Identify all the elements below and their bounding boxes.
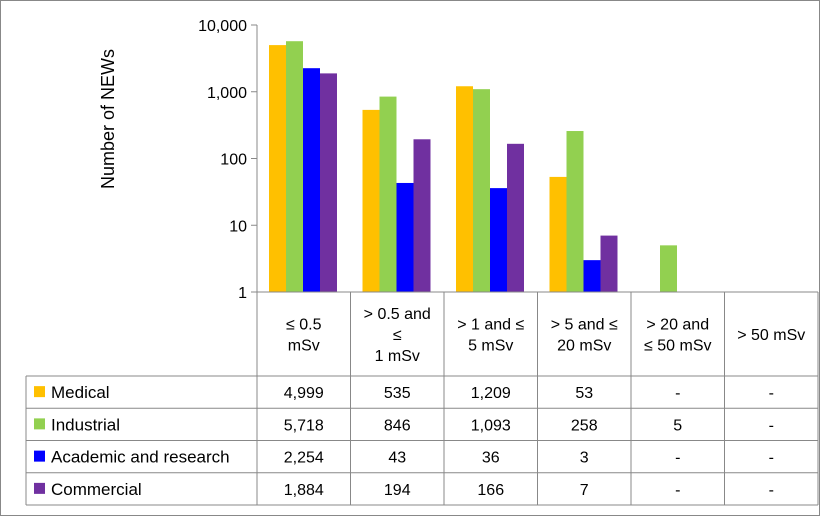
bar-commercial — [320, 73, 337, 292]
category-label: ≤ 0.5 — [286, 317, 322, 334]
table-cell: 1,093 — [471, 417, 511, 434]
bar-medical — [549, 176, 567, 292]
bar-industrial — [473, 89, 490, 292]
category-label: ≤ 50 mSv — [644, 338, 711, 355]
bar-industrial — [566, 131, 584, 292]
category-label: > 5 and ≤ — [551, 317, 618, 334]
table-cell: 5 — [673, 417, 682, 434]
bar-industrial — [660, 245, 677, 292]
table-cell: 36 — [482, 450, 500, 467]
bar-medical — [456, 86, 473, 292]
legend-label: Industrial — [51, 415, 120, 434]
category-label: 1 mSv — [375, 348, 420, 365]
table-cell: - — [769, 482, 774, 499]
table-cell: - — [769, 450, 774, 467]
category-label: mSv — [288, 338, 320, 355]
category-label: > 1 and ≤ — [457, 317, 524, 334]
bar-commercial — [413, 139, 431, 292]
table-cell: 2,254 — [284, 450, 324, 467]
table-cell: 166 — [477, 482, 504, 499]
y-tick-label: 1 — [238, 285, 247, 302]
legend-swatch-academic-and-research — [34, 450, 45, 462]
category-label: ≤ — [393, 327, 402, 344]
legend-swatch-commercial — [34, 482, 45, 494]
bar-medical — [362, 109, 380, 292]
table-cell: 4,999 — [284, 385, 324, 402]
bar-medical — [269, 45, 286, 293]
bar-academic-and-research — [396, 182, 414, 292]
bar-industrial — [286, 41, 303, 293]
table-cell: 43 — [388, 450, 406, 467]
legend-label: Medical — [51, 383, 110, 402]
y-tick-label: 100 — [220, 152, 247, 169]
bar-commercial — [507, 143, 524, 292]
category-label: > 20 and — [646, 317, 709, 334]
legend-swatch-medical — [34, 386, 45, 398]
category-label: 20 mSv — [557, 338, 611, 355]
y-tick-label: 1,000 — [207, 85, 247, 102]
y-axis-title: Number of NEWs — [98, 49, 118, 189]
table-cell: 1,884 — [284, 482, 324, 499]
table-cell: 258 — [571, 417, 598, 434]
table-cell: 535 — [384, 385, 411, 402]
legend-swatch-industrial — [34, 418, 45, 430]
legend-label: Commercial — [51, 480, 142, 499]
bar-academic-and-research — [303, 68, 320, 292]
table-cell: 7 — [580, 482, 589, 499]
category-label: > 50 mSv — [737, 327, 805, 344]
table-cell: - — [769, 417, 774, 434]
table-cell: 1,209 — [471, 385, 511, 402]
table-cell: - — [675, 450, 680, 467]
table-cell: - — [769, 385, 774, 402]
table-cell: - — [675, 385, 680, 402]
category-label: 5 mSv — [468, 338, 513, 355]
table-cell: 846 — [384, 417, 411, 434]
table-cell: 53 — [575, 385, 593, 402]
bar-academic-and-research — [583, 260, 601, 292]
table-cell: 194 — [384, 482, 411, 499]
table-cell: - — [675, 482, 680, 499]
y-tick-label: 10,000 — [198, 18, 247, 35]
table-cell: 3 — [580, 450, 589, 467]
legend-label: Academic and research — [51, 448, 230, 467]
y-tick-label: 10 — [229, 218, 247, 235]
bar-industrial — [379, 96, 397, 293]
category-label: > 0.5 and — [364, 306, 431, 323]
table-cell: 5,718 — [284, 417, 324, 434]
bar-academic-and-research — [490, 188, 507, 292]
bar-commercial — [600, 235, 618, 292]
